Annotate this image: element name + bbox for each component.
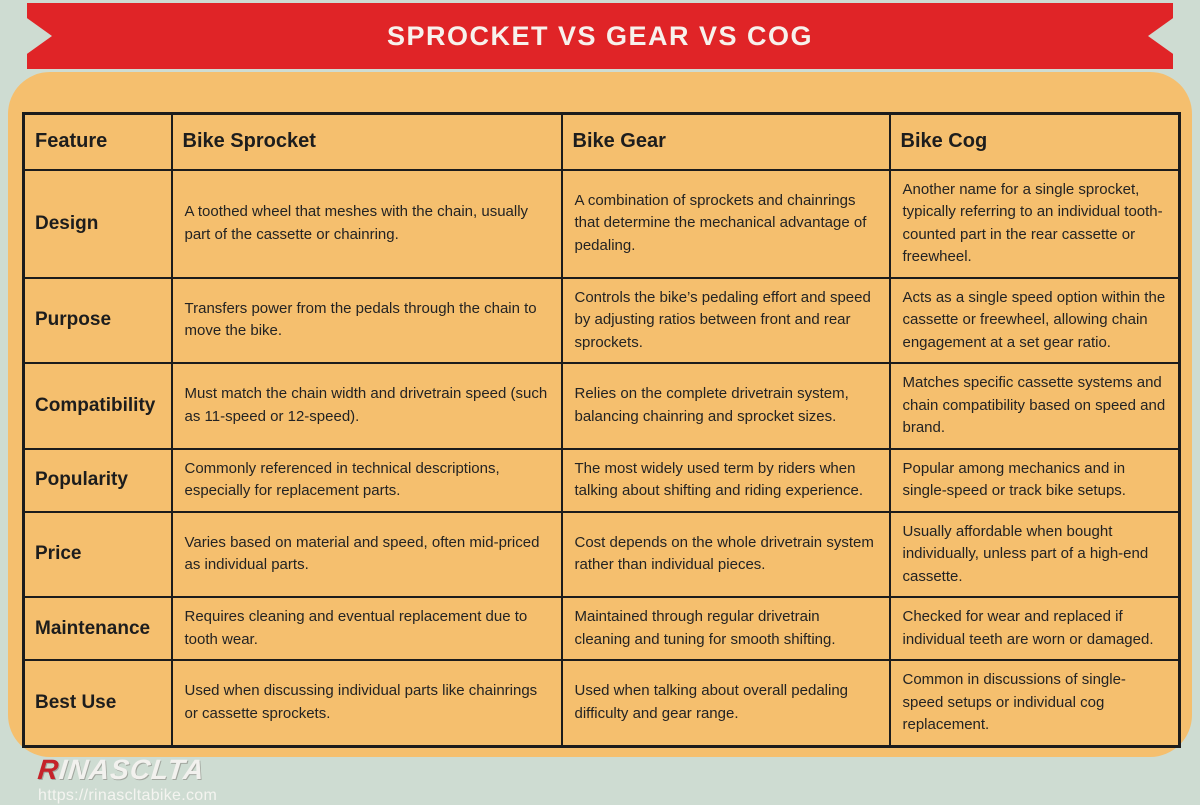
column-header-bike-sprocket: Bike Sprocket: [170, 112, 563, 171]
brand-logo-rest: INASCLTA: [57, 754, 207, 785]
feature-label: Best Use: [22, 659, 173, 747]
brand-logo: RINASCLTA: [36, 754, 219, 785]
table-cell: Cost depends on the whole drivetrain sys…: [560, 510, 891, 598]
table-cell: Varies based on material and speed, ofte…: [170, 510, 563, 598]
table-cell: Used when discussing individual parts li…: [170, 659, 563, 747]
table-cell: Popular among mechanics and in single-sp…: [888, 447, 1181, 513]
feature-label: Price: [22, 510, 173, 598]
table-cell: Commonly referenced in technical descrip…: [170, 447, 563, 513]
table-cell: Matches specific cassette systems and ch…: [888, 362, 1181, 450]
column-header-bike-gear: Bike Gear: [560, 112, 891, 171]
table-cell: The most widely used term by riders when…: [560, 447, 891, 513]
table-cell: Must match the chain width and drivetrai…: [170, 362, 563, 450]
table-row-maintenance: Maintenance Requires cleaning and eventu…: [22, 596, 1181, 661]
feature-label: Compatibility: [22, 362, 173, 450]
table-cell: Common in discussions of single-speed se…: [888, 659, 1181, 747]
table-row-compatibility: Compatibility Must match the chain width…: [22, 362, 1181, 450]
table-row-popularity: Popularity Commonly referenced in techni…: [22, 447, 1181, 513]
title-ribbon: SPROCKET VS GEAR VS COG: [27, 3, 1173, 69]
table-cell: Acts as a single speed option within the…: [888, 276, 1181, 364]
table-row-design: Design A toothed wheel that meshes with …: [22, 168, 1181, 279]
table-cell: A toothed wheel that meshes with the cha…: [170, 168, 563, 279]
brand-footer: RINASCLTA https://rinascltabike.com: [36, 754, 219, 805]
table-cell: Transfers power from the pedals through …: [170, 276, 563, 364]
table-cell: Used when talking about overall pedaling…: [560, 659, 891, 747]
feature-label: Popularity: [22, 447, 173, 513]
table-header-row: Feature Bike Sprocket Bike Gear Bike Cog: [22, 112, 1181, 171]
column-header-bike-cog: Bike Cog: [888, 112, 1181, 171]
table-row-price: Price Varies based on material and speed…: [22, 510, 1181, 598]
comparison-table: Feature Bike Sprocket Bike Gear Bike Cog…: [22, 112, 1181, 748]
table-cell: Controls the bike’s pedaling effort and …: [560, 276, 891, 364]
table-cell: Relies on the complete drivetrain system…: [560, 362, 891, 450]
table-row-best-use: Best Use Used when discussing individual…: [22, 659, 1181, 747]
feature-label: Maintenance: [22, 596, 173, 661]
column-header-feature: Feature: [22, 112, 173, 171]
table-cell: A combination of sprockets and chainring…: [560, 168, 891, 279]
brand-url: https://rinascltabike.com: [38, 787, 218, 804]
table-cell: Another name for a single sprocket, typi…: [888, 168, 1181, 279]
table-cell: Usually affordable when bought individua…: [888, 510, 1181, 598]
table-cell: Maintained through regular drivetrain cl…: [560, 596, 891, 661]
table-cell: Requires cleaning and eventual replaceme…: [170, 596, 563, 661]
table-cell: Checked for wear and replaced if individ…: [888, 596, 1181, 661]
page-title: SPROCKET VS GEAR VS COG: [386, 20, 814, 51]
feature-label: Design: [22, 168, 173, 279]
feature-label: Purpose: [22, 276, 173, 364]
table-row-purpose: Purpose Transfers power from the pedals …: [22, 276, 1181, 364]
